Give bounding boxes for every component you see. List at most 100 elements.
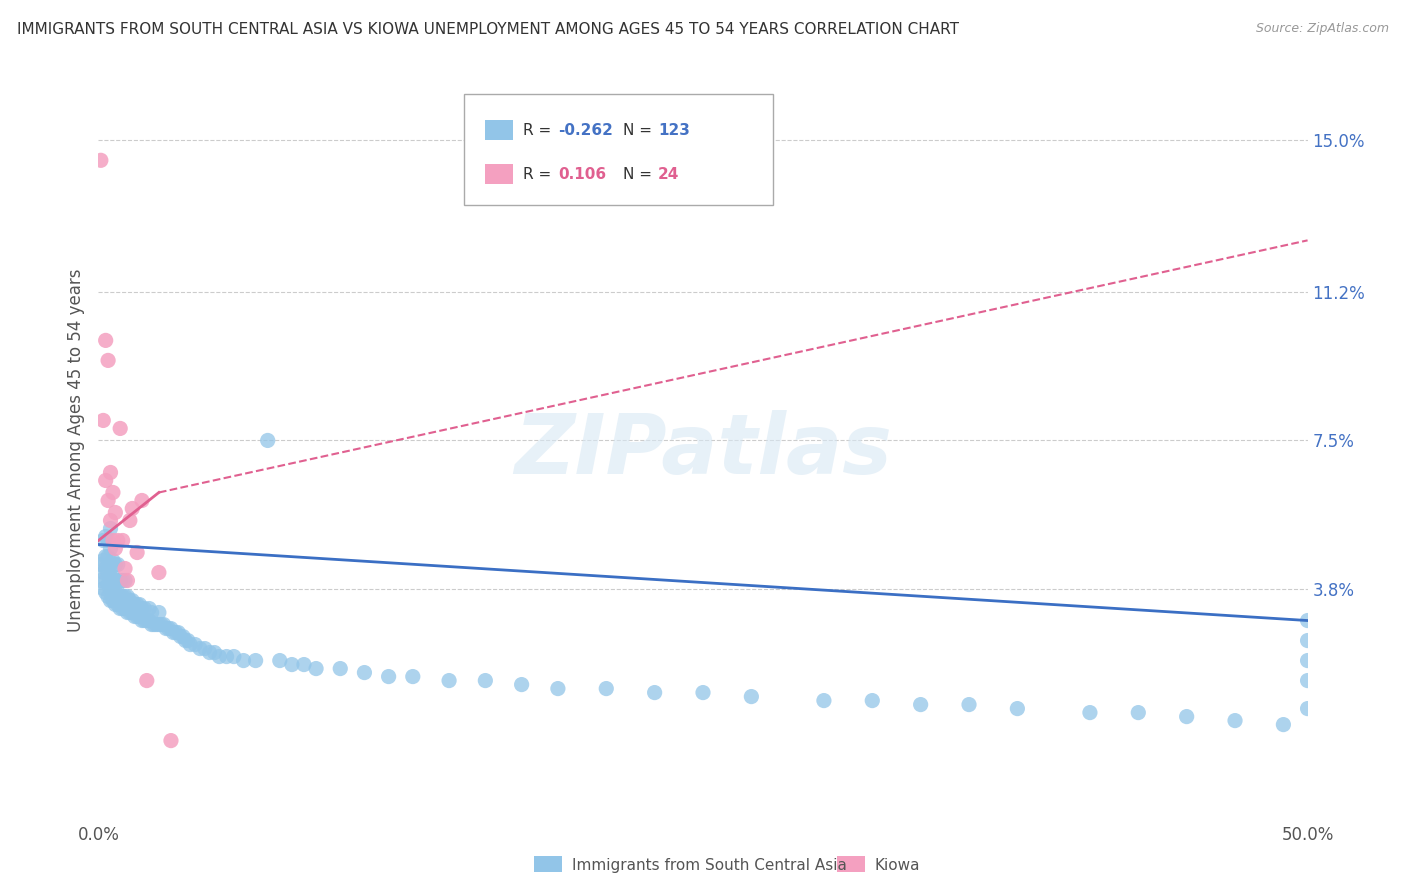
Point: [90, 574, 112, 588]
Point: [510, 677, 533, 691]
Point: [117, 590, 139, 604]
Point: [104, 585, 127, 599]
Point: [107, 558, 129, 572]
Point: [134, 601, 156, 615]
Point: [437, 673, 460, 688]
Point: [174, 633, 197, 648]
Point: [1296, 654, 1319, 668]
Point: [152, 617, 174, 632]
Point: [281, 657, 304, 672]
Point: [1078, 706, 1101, 720]
Point: [957, 698, 980, 712]
Point: [1128, 706, 1150, 720]
Text: ZIPatlas: ZIPatlas: [515, 410, 891, 491]
Point: [474, 673, 496, 688]
Point: [128, 609, 150, 624]
Point: [1296, 673, 1319, 688]
Point: [118, 514, 141, 528]
Point: [100, 541, 122, 556]
Point: [127, 545, 149, 559]
Text: 123: 123: [658, 122, 690, 137]
Point: [155, 622, 177, 636]
Point: [108, 590, 131, 604]
Point: [100, 466, 122, 480]
Text: Immigrants from South Central Asia: Immigrants from South Central Asia: [572, 858, 848, 872]
Point: [100, 558, 122, 572]
Point: [90, 153, 112, 168]
Point: [141, 606, 163, 620]
Point: [94, 529, 117, 543]
Point: [138, 601, 160, 615]
Point: [91, 533, 114, 548]
Point: [111, 590, 134, 604]
Point: [97, 577, 120, 591]
Point: [269, 654, 291, 668]
Point: [108, 601, 131, 615]
Point: [100, 514, 122, 528]
Point: [101, 569, 124, 583]
Point: [117, 606, 139, 620]
Point: [131, 493, 153, 508]
Text: -0.262: -0.262: [558, 122, 613, 137]
Point: [97, 549, 120, 564]
Point: [222, 649, 245, 664]
Text: R =: R =: [523, 122, 557, 137]
Point: [100, 521, 122, 535]
Point: [104, 558, 127, 572]
Point: [128, 598, 150, 612]
Point: [97, 566, 120, 580]
Point: [169, 630, 191, 644]
Point: [107, 585, 129, 599]
Point: [232, 654, 254, 668]
Point: [114, 574, 136, 588]
Point: [141, 617, 163, 632]
Text: 0.106: 0.106: [558, 167, 606, 182]
Point: [157, 622, 180, 636]
Point: [111, 574, 134, 588]
Point: [245, 654, 267, 668]
Point: [177, 633, 200, 648]
Point: [94, 549, 117, 564]
Point: [131, 614, 153, 628]
Point: [1296, 701, 1319, 715]
Point: [215, 649, 238, 664]
Point: [118, 606, 141, 620]
Text: Source: ZipAtlas.com: Source: ZipAtlas.com: [1256, 22, 1389, 36]
Point: [101, 593, 124, 607]
Point: [131, 601, 153, 615]
Point: [353, 665, 375, 680]
Point: [138, 614, 160, 628]
Point: [1223, 714, 1246, 728]
Point: [117, 574, 139, 588]
Point: [94, 585, 117, 599]
Point: [1296, 633, 1319, 648]
Point: [111, 533, 134, 548]
Point: [104, 574, 127, 588]
Point: [111, 601, 134, 615]
Point: [194, 641, 217, 656]
Point: [377, 669, 399, 683]
Point: [107, 533, 129, 548]
Point: [692, 685, 714, 699]
Point: [94, 574, 117, 588]
Point: [127, 598, 149, 612]
Point: [910, 698, 932, 712]
Point: [114, 590, 136, 604]
Text: Kiowa: Kiowa: [875, 858, 920, 872]
Point: [179, 638, 201, 652]
Point: [107, 574, 129, 588]
Point: [97, 590, 120, 604]
Point: [188, 641, 211, 656]
Point: [127, 609, 149, 624]
Point: [148, 606, 170, 620]
Point: [94, 474, 117, 488]
Point: [121, 606, 143, 620]
Point: [150, 617, 173, 632]
Point: [595, 681, 617, 696]
Point: [256, 434, 278, 448]
Point: [91, 553, 114, 567]
Point: [165, 625, 187, 640]
Point: [1272, 717, 1295, 731]
Point: [167, 625, 190, 640]
Point: [134, 614, 156, 628]
